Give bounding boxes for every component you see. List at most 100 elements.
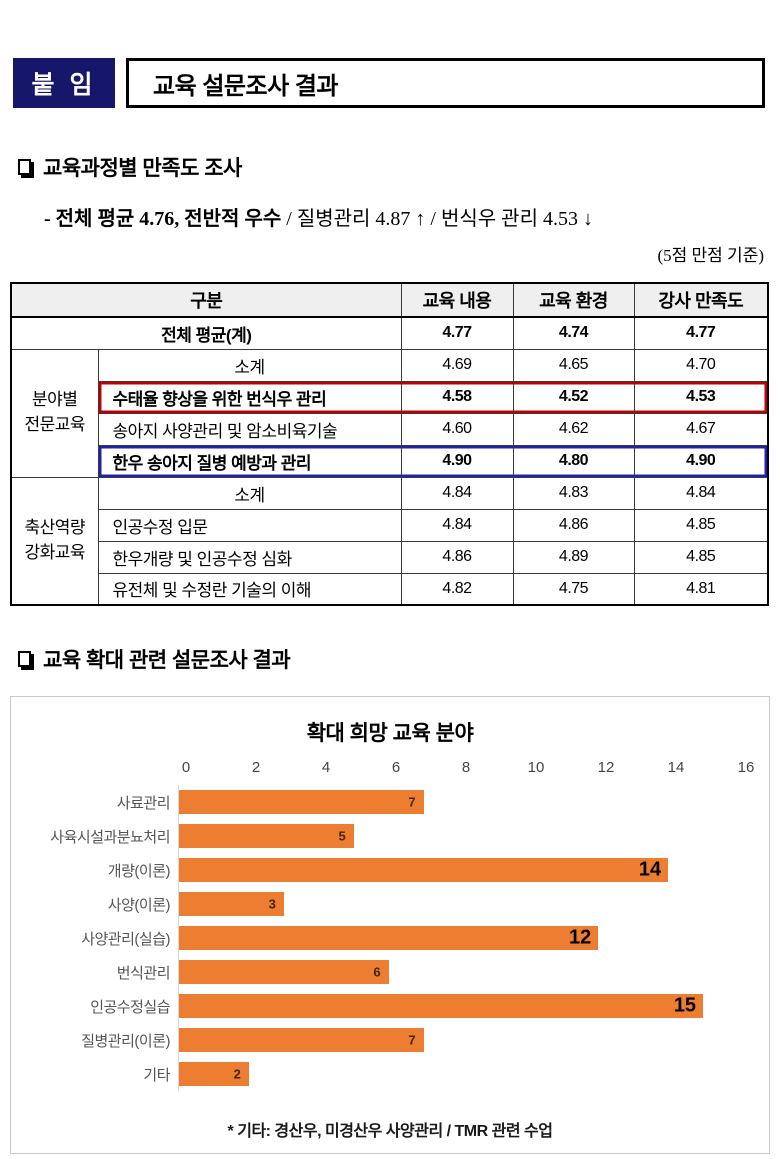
total-value: 4.74: [512, 316, 635, 350]
bar-row: 번식관리 6: [11, 955, 769, 989]
bar: 6: [179, 960, 389, 984]
row-value: 4.84: [400, 508, 514, 542]
table-row-highlight-red: 수태율 향상을 위한 번식우 관리 4.58 4.52 4.53: [11, 380, 769, 414]
chart-panel: 확대 희망 교육 분야 0 2 4 6 8 10 12 14 16 사료관리 7 사육시설과분뇨처리…: [10, 696, 770, 1154]
row-value: 4.53: [633, 380, 769, 414]
bar: 3: [179, 892, 284, 916]
table-row: 인공수정 입문 4.84 4.86 4.85: [11, 508, 769, 542]
row-value: 4.58: [400, 380, 514, 414]
row-value: 4.90: [633, 444, 769, 478]
table-row-total: 전체 평균(계) 4.77 4.74 4.77: [10, 316, 769, 350]
row-value: 4.70: [633, 348, 769, 382]
total-label: 전체 평균(계): [10, 316, 402, 350]
x-tick-label: 6: [391, 759, 401, 776]
chart-footnote: * 기타: 경산우, 미경산우 사양관리 / TMR 관련 수업: [227, 1123, 553, 1140]
row-value: 4.65: [512, 348, 635, 382]
bar-value-label: 14: [638, 858, 662, 881]
bar-value-label: 5: [338, 828, 346, 844]
bar: 14: [179, 858, 669, 882]
group-label-line: 강화교육: [24, 542, 86, 562]
category-label: 사육시설과분뇨처리: [50, 828, 170, 846]
bar: 7: [179, 790, 424, 814]
x-tick-label: 2: [251, 759, 261, 776]
page-title: 교육 설문조사 결과: [126, 58, 765, 108]
category-label: 사료관리: [116, 794, 171, 812]
bar-row: 사양관리(실습) 12: [11, 921, 769, 955]
bar-row: 인공수정실습 15: [11, 989, 769, 1023]
row-value: 4.90: [400, 444, 514, 478]
section2-heading: 교육 확대 관련 설문조사 결과: [18, 644, 780, 674]
bar-row: 기타 2: [11, 1057, 769, 1091]
total-value: 4.77: [400, 316, 514, 350]
row-value: 4.89: [512, 540, 635, 574]
bar: 15: [179, 994, 704, 1018]
row-label: 한우개량 및 인공수정 심화: [97, 540, 402, 574]
table-row: 한우개량 및 인공수정 심화 4.86 4.89 4.85: [11, 540, 769, 574]
category-label: 사양관리(실습): [81, 930, 170, 948]
table-row: 유전체 및 수정란 기술의 이해 4.82 4.75 4.81: [11, 572, 769, 606]
section1-heading: 교육과정별 만족도 조사: [18, 152, 780, 182]
bar: 2: [179, 1062, 249, 1086]
table-row-highlight-blue: 한우 송아지 질병 예방과 관리 4.90 4.80 4.90: [11, 444, 769, 478]
row-value: 4.80: [512, 444, 635, 478]
x-axis: 0 2 4 6 8 10 12 14 16: [182, 759, 755, 779]
category-label: 사양(이론): [107, 896, 171, 914]
bar-row: 질병관리(이론) 7: [11, 1023, 769, 1057]
x-tick-label: 0: [181, 759, 191, 776]
bar-track: 6: [178, 955, 738, 989]
row-label: 인공수정 입문: [97, 508, 402, 542]
x-tick-label: 8: [461, 759, 471, 776]
group-label-capacity-education: 축산역량 강화교육: [10, 476, 99, 606]
scale-note: (5점 만점 기준): [657, 246, 764, 265]
category-label: 기타: [143, 1066, 170, 1084]
bar: 5: [179, 824, 354, 848]
header-cell-instructor: 강사 만족도: [633, 282, 769, 318]
x-tick-label: 16: [737, 759, 755, 776]
bar-track: 7: [178, 1023, 738, 1057]
section2-heading-text: 교육 확대 관련 설문조사 결과: [43, 649, 291, 672]
row-label: 유전체 및 수정란 기술의 이해: [97, 572, 402, 606]
document-header: 붙 임 교육 설문조사 결과: [13, 58, 765, 108]
bar-track: 2: [178, 1057, 738, 1091]
x-tick-label: 10: [527, 759, 545, 776]
row-value: 4.60: [400, 412, 514, 446]
row-label: 한우 송아지 질병 예방과 관리: [97, 444, 402, 478]
x-tick-label: 12: [597, 759, 615, 776]
summary-lead: - 전체 평균 4.76, 전반적 우수: [44, 208, 282, 230]
square-bullet-icon: [18, 159, 31, 175]
x-tick-label: 4: [321, 759, 331, 776]
header-cell-category: 구분: [10, 282, 402, 318]
group-label-line: 전문교육: [24, 415, 86, 434]
group-label-field-education: 분야별 전문교육: [10, 348, 99, 478]
row-value: 4.69: [400, 348, 514, 382]
group-label-line: 분야별: [32, 390, 78, 410]
row-value: 4.81: [633, 572, 769, 606]
bar-row: 사양(이론) 3: [11, 887, 769, 921]
table-row-subtotal-1: 분야별 전문교육 소계 4.69 4.65 4.70: [10, 348, 769, 478]
row-value: 4.67: [633, 412, 769, 446]
bar-row: 사육시설과분뇨처리 5: [11, 819, 769, 853]
bar: 12: [179, 926, 599, 950]
bar-track: 12: [178, 921, 738, 955]
bar-value-label: 6: [373, 964, 381, 980]
group-label-line: 축산역량: [24, 518, 86, 538]
bar-track: 14: [178, 853, 738, 887]
attachment-badge: 붙 임: [13, 58, 115, 108]
chart-rows: 사료관리 7 사육시설과분뇨처리 5 개량(이론) 14 사양(이론) 3 사양관리(실습) 12…: [11, 785, 769, 1091]
category-label: 번식관리: [116, 964, 171, 982]
row-value: 4.84: [400, 476, 514, 510]
row-label: 소계: [97, 348, 402, 382]
bar-value-label: 2: [233, 1066, 241, 1082]
header-cell-content: 교육 내용: [400, 282, 514, 318]
x-tick-label: 14: [667, 759, 685, 776]
bar-value-label: 7: [408, 1032, 416, 1048]
bar-row: 개량(이론) 14: [11, 853, 769, 887]
section1-heading-text: 교육과정별 만족도 조사: [43, 157, 242, 180]
bar-track: 15: [178, 989, 738, 1023]
row-value: 4.86: [512, 508, 635, 542]
summary-rest: / 질병관리 4.87 ↑ / 번식우 관리 4.53 ↓: [281, 208, 593, 230]
bar-value-label: 3: [268, 896, 276, 912]
bar-value-label: 15: [673, 994, 697, 1017]
bar-track: 7: [178, 785, 738, 819]
